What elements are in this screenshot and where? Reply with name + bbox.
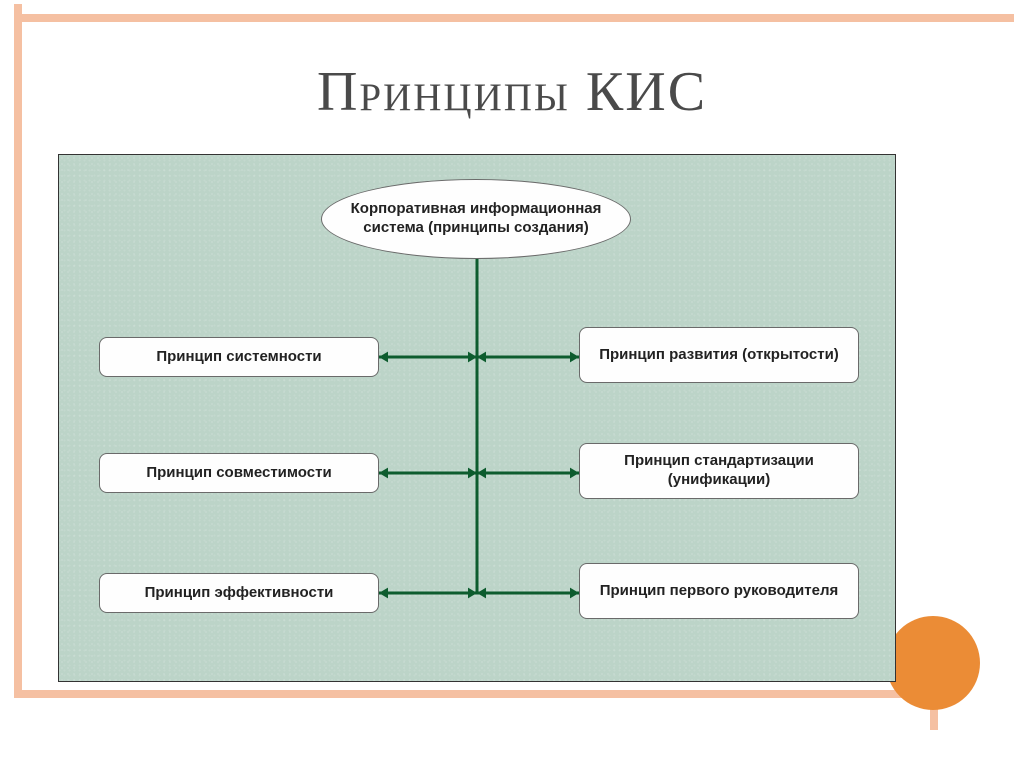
frame-top	[14, 14, 1014, 22]
left-node-2: Принцип эффективности	[99, 573, 379, 613]
decorative-circle	[886, 616, 980, 710]
right-node-1: Принцип стандартизации (унификации)	[579, 443, 859, 499]
right-node-0: Принцип развития (открытости)	[579, 327, 859, 383]
left-node-1: Принцип совместимости	[99, 453, 379, 493]
root-node: Корпоративная информационная система (пр…	[321, 179, 631, 259]
right-node-2: Принцип первого руководителя	[579, 563, 859, 619]
frame-bottom	[14, 690, 934, 698]
slide: Принципы КИС Корпоративная информационна…	[0, 0, 1024, 767]
slide-title: Принципы КИС	[0, 60, 1024, 124]
diagram-panel: Корпоративная информационная система (пр…	[58, 154, 896, 682]
left-node-0: Принцип системности	[99, 337, 379, 377]
